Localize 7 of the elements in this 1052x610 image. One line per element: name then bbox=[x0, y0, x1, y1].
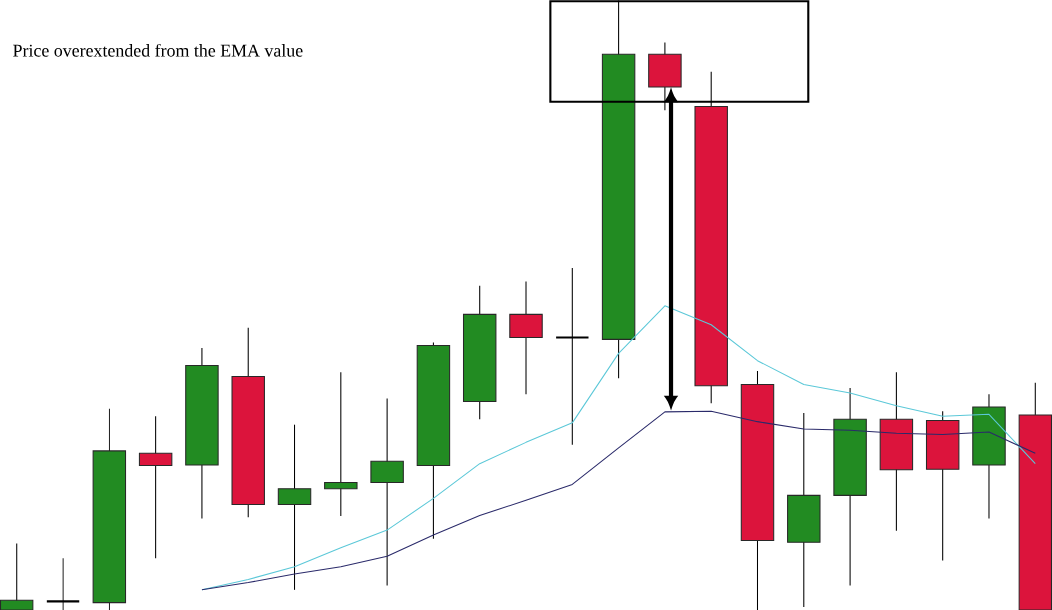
candlestick bbox=[138, 415, 173, 559]
annotation: Price overextended from the EMA value bbox=[13, 43, 303, 57]
candlestick bbox=[45, 557, 81, 610]
candlestick bbox=[324, 371, 358, 517]
candlestick bbox=[555, 267, 590, 446]
candlestick bbox=[277, 424, 312, 591]
candlestick bbox=[370, 397, 404, 587]
